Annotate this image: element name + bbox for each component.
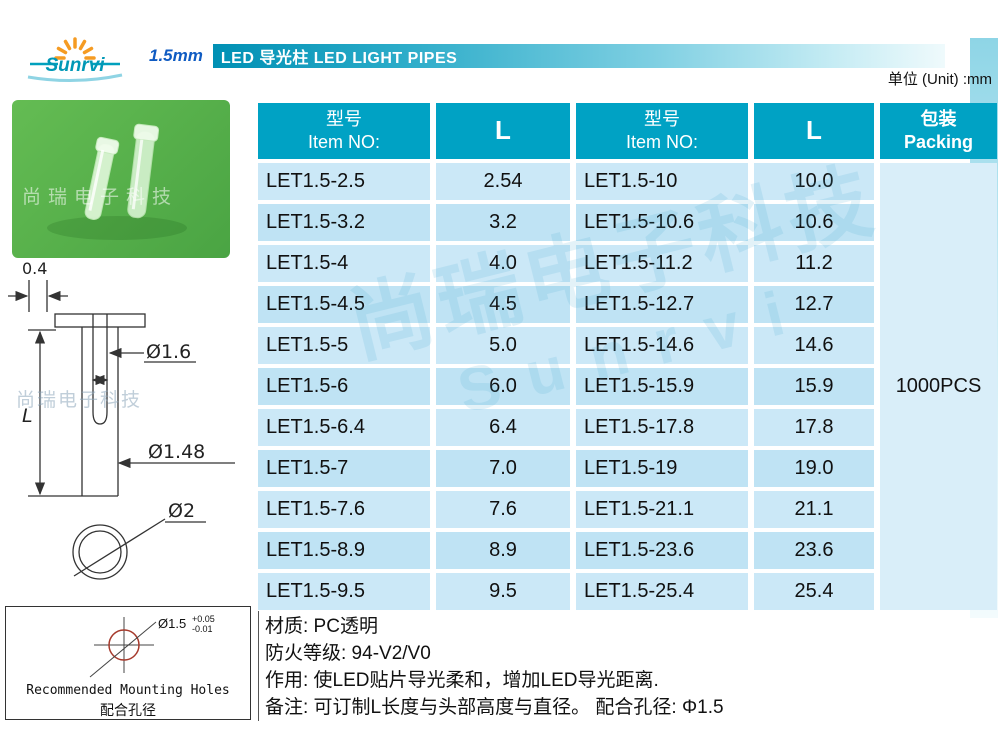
item-no-cell: LET1.5-25.4 — [576, 573, 748, 610]
header-packing: 包装 Packing — [880, 103, 997, 159]
notes-section: 材质: PC透明 防火等级: 94-V2/V0 作用: 使LED贴片导光柔和，增… — [258, 611, 997, 721]
item-no-cell: LET1.5-11.2 — [576, 245, 748, 282]
technical-drawing: 0.4 Ø1.6 L Ø1.48 Ø2 尚瑞电子科技 — [8, 259, 235, 580]
l-value-cell: 14.6 — [754, 327, 874, 364]
logo-swoosh — [27, 73, 123, 83]
note-material: 材质: PC透明 — [265, 616, 378, 637]
header-item-no-1: 型号 Item NO: — [258, 103, 430, 159]
dim-body-diameter: Ø1.48 — [148, 441, 205, 463]
item-no-cell: LET1.5-14.6 — [576, 327, 748, 364]
item-no-cell: LET1.5-9.5 — [258, 573, 430, 610]
note-remark: 备注: 可订制L长度与头部高度与直径。 配合孔径: Φ1.5 — [265, 697, 724, 718]
unit-note: 单位 (Unit) :mm — [887, 71, 992, 88]
dim-length: L — [22, 405, 33, 427]
item-no-cell: LET1.5-4 — [258, 245, 430, 282]
header-item-en: Item NO: — [625, 132, 698, 152]
item-no-cell: LET1.5-7 — [258, 450, 430, 487]
dim-inner-diameter: Ø1.6 — [146, 341, 191, 363]
brand-name: Sunrvi — [45, 55, 105, 76]
l-value-cell: 6.0 — [436, 368, 570, 405]
l-value-cell: 25.4 — [754, 573, 874, 610]
spec-table-body: 1000PCS LET1.5-2.5 2.54 LET1.5-10 10.0 LET1.… — [258, 163, 997, 610]
header-item-no-2: 型号 Item NO: — [576, 103, 748, 159]
light-pipes-image — [47, 123, 187, 240]
header-packing-cn: 包装 — [920, 108, 957, 129]
header-l-2: L — [754, 103, 874, 159]
drawing-watermark: 尚瑞电子科技 — [16, 389, 142, 411]
item-no-cell: LET1.5-21.1 — [576, 491, 748, 528]
item-no-cell: LET1.5-7.6 — [258, 491, 430, 528]
l-value-cell: 9.5 — [436, 573, 570, 610]
l-value-cell: 6.4 — [436, 409, 570, 446]
l-value-cell: 4.0 — [436, 245, 570, 282]
mount-tolerance-minus: -0.01 — [192, 624, 213, 634]
note-function: 作用: 使LED贴片导光柔和，增加LED导光距离. — [265, 670, 659, 691]
l-value-cell: 19.0 — [754, 450, 874, 487]
item-no-cell: LET1.5-6 — [258, 368, 430, 405]
packing-value-cell: 1000PCS — [880, 163, 997, 610]
dim-cap-thickness: 0.4 — [22, 259, 47, 278]
mounting-title-en: Recommended Mounting Holes — [26, 683, 230, 698]
item-no-cell: LET1.5-19 — [576, 450, 748, 487]
page-title: LED 导光柱 LED LIGHT PIPES — [212, 44, 945, 68]
header-item-cn: 型号 — [644, 108, 680, 129]
l-value-cell: 2.54 — [436, 163, 570, 200]
l-value-cell: 21.1 — [754, 491, 874, 528]
item-no-cell: LET1.5-10.6 — [576, 204, 748, 241]
item-no-cell: LET1.5-6.4 — [258, 409, 430, 446]
l-value-cell: 5.0 — [436, 327, 570, 364]
l-value-cell: 7.0 — [436, 450, 570, 487]
mounting-hole-diagram: Ø1.5 +0.05 -0.01 — [89, 614, 215, 678]
l-value-cell: 10.0 — [754, 163, 874, 200]
mount-hole-diameter: Ø1.5 — [158, 616, 186, 631]
item-no-cell: LET1.5-10 — [576, 163, 748, 200]
item-no-cell: LET1.5-2.5 — [258, 163, 430, 200]
dim-head-diameter: Ø2 — [168, 500, 195, 522]
l-value-cell: 3.2 — [436, 204, 570, 241]
header-item-cn: 型号 — [326, 108, 362, 129]
l-value-cell: 23.6 — [754, 532, 874, 569]
header-item-en: Item NO: — [307, 132, 380, 152]
l-value-cell: 12.7 — [754, 286, 874, 323]
sun-rays-icon — [54, 37, 96, 60]
header-l-1: L — [436, 103, 570, 159]
brand-logo: Sunrvi — [27, 37, 123, 83]
item-no-cell: LET1.5-17.8 — [576, 409, 748, 446]
item-no-cell: LET1.5-23.6 — [576, 532, 748, 569]
item-no-cell: LET1.5-8.9 — [258, 532, 430, 569]
item-no-cell: LET1.5-12.7 — [576, 286, 748, 323]
size-label: 1.5mm — [145, 44, 213, 68]
title-banner: 1.5mm LED 导光柱 LED LIGHT PIPES — [145, 44, 945, 68]
note-fire-rating: 防火等级: 94-V2/V0 — [265, 643, 431, 664]
l-value-cell: 10.6 — [754, 204, 874, 241]
product-photo: 尚瑞电子科技 — [12, 100, 230, 258]
mounting-holes-box: Ø1.5 +0.05 -0.01 Recommended Mounting Ho… — [5, 606, 251, 720]
l-value-cell: 4.5 — [436, 286, 570, 323]
item-no-cell: LET1.5-3.2 — [258, 204, 430, 241]
mounting-title-cn: 配合孔径 — [100, 702, 156, 718]
mount-tolerance-plus: +0.05 — [192, 614, 215, 624]
spec-table-header: 型号 Item NO: L 型号 Item NO: L 包装 Packing — [258, 103, 997, 159]
item-no-cell: LET1.5-4.5 — [258, 286, 430, 323]
item-no-cell: LET1.5-15.9 — [576, 368, 748, 405]
l-value-cell: 8.9 — [436, 532, 570, 569]
item-no-cell: LET1.5-5 — [258, 327, 430, 364]
photo-watermark: 尚瑞电子科技 — [22, 187, 179, 208]
l-value-cell: 11.2 — [754, 245, 874, 282]
l-value-cell: 15.9 — [754, 368, 874, 405]
header-packing-en: Packing — [903, 132, 974, 152]
l-value-cell: 7.6 — [436, 491, 570, 528]
l-value-cell: 17.8 — [754, 409, 874, 446]
